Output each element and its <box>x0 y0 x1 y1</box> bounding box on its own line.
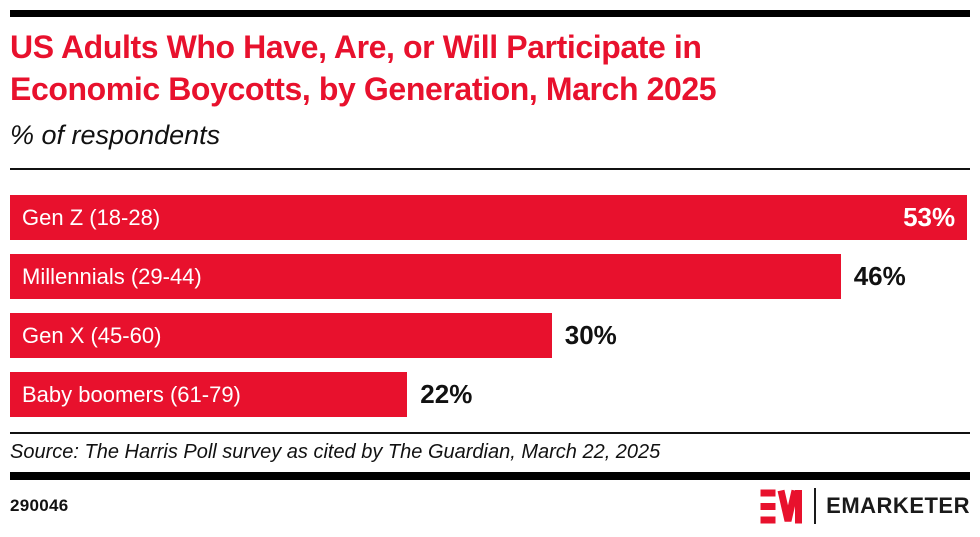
chart-title: US Adults Who Have, Are, or Will Partici… <box>10 29 717 107</box>
bar-value-label: 30% <box>564 320 617 350</box>
bar-category-label: Millennials (29-44) <box>22 263 202 289</box>
chart-id: 290046 <box>10 496 69 515</box>
top-rule <box>10 10 970 17</box>
emarketer-monogram-icon <box>760 489 803 523</box>
logo-divider <box>814 488 817 524</box>
bar-gen-z: Gen Z (18-28) 53% <box>10 195 968 240</box>
source-note: Source: The Harris Poll survey as cited … <box>10 441 661 463</box>
bar-baby-boomers: Baby boomers (61-79) <box>10 372 408 417</box>
bar-value-label: 22% <box>420 379 473 409</box>
header-divider <box>10 168 970 170</box>
bar-row-millennials: Millennials (29-44) 46% <box>10 254 970 299</box>
chart-subtitle: % of respondents <box>10 120 221 150</box>
bar-row-gen-x: Gen X (45-60) 30% <box>10 313 970 358</box>
bar-row-baby-boomers: Baby boomers (61-79) 22% <box>10 372 970 417</box>
bar-value-label: 46% <box>853 261 906 291</box>
bar-value-label: 53% <box>903 202 956 232</box>
bar-category-label: Gen X (45-60) <box>22 322 162 348</box>
footer: 290046 EMARKETER <box>10 488 970 524</box>
bar-category-label: Gen Z (18-28) <box>22 204 161 230</box>
bar-gen-x: Gen X (45-60) <box>10 313 552 358</box>
bar-millennials: Millennials (29-44) <box>10 254 841 299</box>
bar-row-gen-z: Gen Z (18-28) 53% <box>10 195 970 240</box>
brand-wordmark: EMARKETER <box>826 493 970 518</box>
bar-chart: Gen Z (18-28) 53% Millennials (29-44) 46… <box>10 195 970 417</box>
source-divider <box>10 432 970 434</box>
emarketer-logo: EMARKETER <box>760 488 970 524</box>
bar-category-label: Baby boomers (61-79) <box>22 381 241 407</box>
footer-rule <box>10 472 970 480</box>
